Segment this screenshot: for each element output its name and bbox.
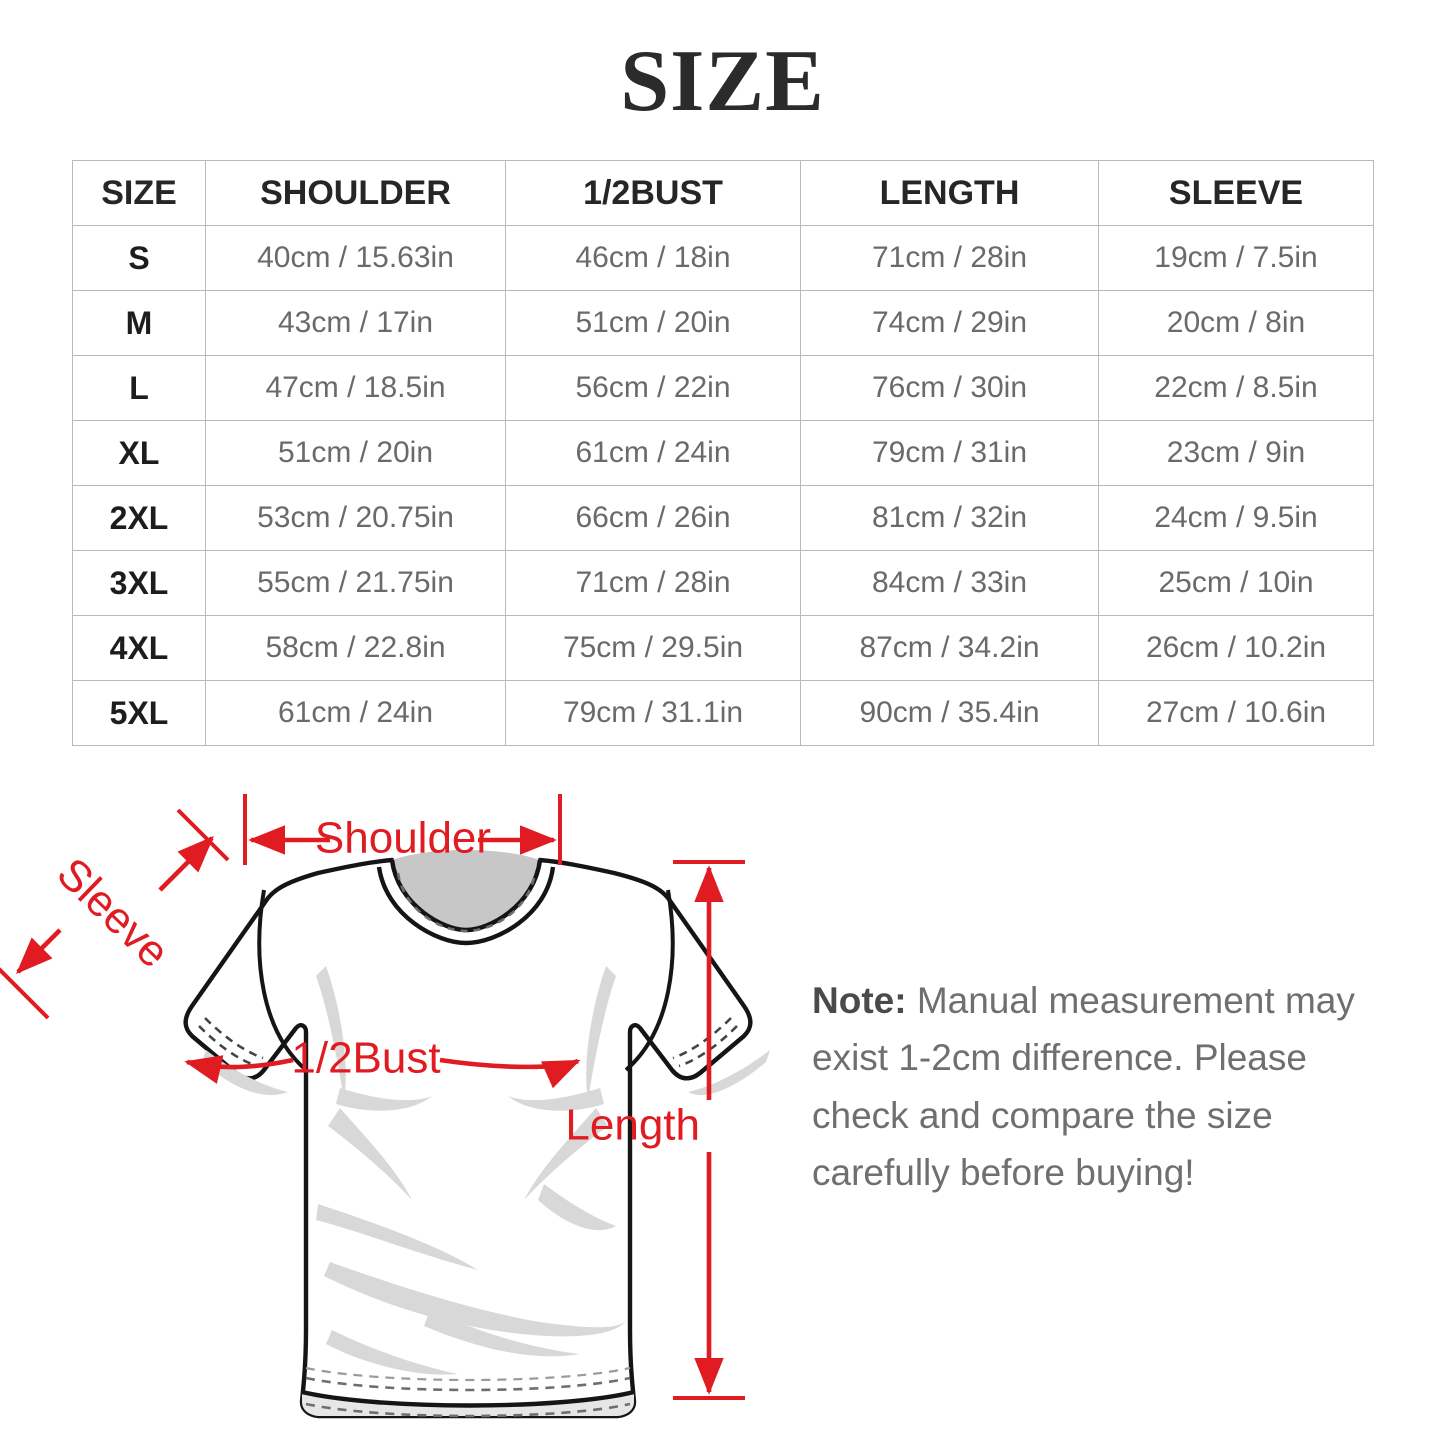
cell-bust: 46cm / 18in (505, 225, 801, 291)
cell-sleeve: 25cm / 10in (1098, 550, 1374, 616)
shoulder-label: Shoulder (315, 814, 491, 863)
left-armhole-seam (257, 889, 308, 1072)
sleeve-arrow-upper (158, 836, 214, 892)
table-row: 2XL 53cm / 20.75in 66cm / 26in 81cm / 32… (72, 485, 1374, 551)
cell-length: 90cm / 35.4in (800, 680, 1099, 746)
cell-size: 5XL (72, 680, 206, 746)
left-cuff-stitch-a (198, 1025, 258, 1068)
header-length: LENGTH (800, 160, 1099, 226)
bottom-hem-stitch-a (305, 1402, 631, 1418)
note-text: Manual measurement may exist 1-2cm diffe… (812, 980, 1355, 1194)
cell-length: 81cm / 32in (800, 485, 1099, 551)
note-block: Note: Manual measurement may exist 1-2cm… (812, 972, 1387, 1201)
cell-sleeve: 23cm / 9in (1098, 420, 1374, 486)
table-row: 3XL 55cm / 21.75in 71cm / 28in 84cm / 33… (72, 550, 1374, 616)
cell-shoulder: 61cm / 24in (205, 680, 506, 746)
cell-sleeve: 22cm / 8.5in (1098, 355, 1374, 421)
cell-bust: 79cm / 31.1in (505, 680, 801, 746)
cell-length: 87cm / 34.2in (800, 615, 1099, 681)
table-row: M 43cm / 17in 51cm / 20in 74cm / 29in 20… (72, 290, 1374, 356)
right-sleeve-cuff (670, 1034, 746, 1081)
table-row: 5XL 61cm / 24in 79cm / 31.1in 90cm / 35.… (72, 680, 1374, 746)
left-cuff-stitch-b (204, 1017, 264, 1060)
collar-inner-fill (392, 850, 540, 930)
cell-bust: 61cm / 24in (505, 420, 801, 486)
table-row: XL 51cm / 20in 61cm / 24in 79cm / 31in 2… (72, 420, 1374, 486)
cell-sleeve: 20cm / 8in (1098, 290, 1374, 356)
cell-sleeve: 24cm / 9.5in (1098, 485, 1374, 551)
cell-bust: 75cm / 29.5in (505, 615, 801, 681)
cell-shoulder: 55cm / 21.75in (205, 550, 506, 616)
bottom-hem-stitch-b (305, 1376, 631, 1392)
bottom-hem-fill (302, 1392, 634, 1416)
sleeve-arrow-lower (16, 928, 62, 974)
tshirt-diagram: Shoulder Sleeve 1/2Bust Length (0, 770, 800, 1445)
table-row: S 40cm / 15.63in 46cm / 18in 71cm / 28in… (72, 225, 1374, 291)
cell-shoulder: 58cm / 22.8in (205, 615, 506, 681)
cell-size: 2XL (72, 485, 206, 551)
cell-length: 74cm / 29in (800, 290, 1099, 356)
sleeve-tick-lower (0, 967, 50, 1020)
bust-label: 1/2Bust (291, 1034, 440, 1083)
sleeve-label: Sleeve (48, 849, 179, 978)
header-sleeve: SLEEVE (1098, 160, 1374, 226)
tshirt-illustration (183, 850, 770, 1419)
cell-shoulder: 43cm / 17in (205, 290, 506, 356)
cell-size: 3XL (72, 550, 206, 616)
cell-length: 79cm / 31in (800, 420, 1099, 486)
bust-arrow-right (439, 1057, 581, 1089)
bottom-hem-edge (301, 1389, 635, 1408)
cell-shoulder: 51cm / 20in (205, 420, 506, 486)
length-label: Length (565, 1101, 700, 1150)
cell-shoulder: 53cm / 20.75in (205, 485, 506, 551)
measurement-annotations (0, 794, 745, 1400)
cell-size: M (72, 290, 206, 356)
note-label: Note: (812, 980, 907, 1021)
cell-size: 4XL (72, 615, 206, 681)
sleeve-tick-upper (176, 808, 230, 862)
cell-size: S (72, 225, 206, 291)
collar-neckline (376, 866, 556, 946)
header-shoulder: SHOULDER (205, 160, 506, 226)
cell-bust: 56cm / 22in (505, 355, 801, 421)
right-cuff-stitch-b (672, 1017, 732, 1060)
cell-sleeve: 27cm / 10.6in (1098, 680, 1374, 746)
header-bust: 1/2BUST (505, 160, 801, 226)
cell-length: 71cm / 28in (800, 225, 1099, 291)
table-row: 4XL 58cm / 22.8in 75cm / 29.5in 87cm / 3… (72, 615, 1374, 681)
right-cuff-stitch-a (678, 1025, 738, 1068)
size-table: SIZE SHOULDER 1/2BUST LENGTH SLEEVE S 40… (72, 160, 1374, 746)
cell-sleeve: 26cm / 10.2in (1098, 615, 1374, 681)
header-size: SIZE (72, 160, 206, 226)
cell-shoulder: 47cm / 18.5in (205, 355, 506, 421)
collar-stitch (396, 872, 537, 933)
cell-size: L (72, 355, 206, 421)
cell-size: XL (72, 420, 206, 486)
cell-bust: 66cm / 26in (505, 485, 801, 551)
cell-bust: 71cm / 28in (505, 550, 801, 616)
cell-length: 84cm / 33in (800, 550, 1099, 616)
table-row: L 47cm / 18.5in 56cm / 22in 76cm / 30in … (72, 355, 1374, 421)
right-armhole-seam (624, 889, 675, 1072)
page-title: SIZE (620, 33, 825, 130)
size-table-container: SIZE SHOULDER 1/2BUST LENGTH SLEEVE S 40… (72, 160, 1374, 746)
cell-sleeve: 19cm / 7.5in (1098, 225, 1374, 291)
cell-bust: 51cm / 20in (505, 290, 801, 356)
bust-arrow-left (184, 1055, 294, 1084)
cell-length: 76cm / 30in (800, 355, 1099, 421)
table-header-row: SIZE SHOULDER 1/2BUST LENGTH SLEEVE (72, 160, 1374, 226)
cell-shoulder: 40cm / 15.63in (205, 225, 506, 291)
bottom-hem-stitch-c (305, 1366, 631, 1382)
